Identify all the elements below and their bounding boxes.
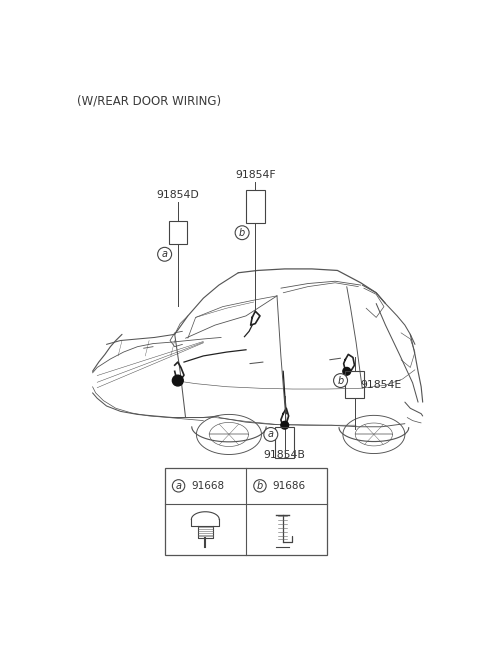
Circle shape	[235, 226, 249, 239]
Text: b: b	[337, 375, 344, 386]
Bar	[168, 221, 187, 244]
Text: b: b	[257, 481, 263, 491]
Circle shape	[157, 247, 172, 261]
Text: 91854D: 91854D	[156, 190, 199, 200]
Bar	[246, 190, 264, 224]
Text: 91854B: 91854B	[264, 450, 306, 460]
Bar	[345, 371, 364, 398]
Circle shape	[254, 480, 266, 492]
Text: 91854F: 91854F	[235, 171, 276, 180]
Bar	[165, 468, 327, 554]
Bar	[276, 427, 294, 458]
Text: 91686: 91686	[272, 481, 305, 491]
Circle shape	[281, 421, 288, 429]
Circle shape	[334, 374, 348, 388]
Text: 91854E: 91854E	[360, 380, 402, 390]
Text: b: b	[239, 228, 245, 237]
Text: (W/REAR DOOR WIRING): (W/REAR DOOR WIRING)	[77, 94, 221, 107]
Text: a: a	[268, 430, 274, 440]
Text: a: a	[162, 249, 168, 259]
Circle shape	[264, 428, 278, 441]
Circle shape	[172, 375, 183, 386]
Circle shape	[343, 367, 350, 375]
Circle shape	[172, 480, 185, 492]
Text: 91668: 91668	[191, 481, 224, 491]
Text: a: a	[176, 481, 181, 491]
